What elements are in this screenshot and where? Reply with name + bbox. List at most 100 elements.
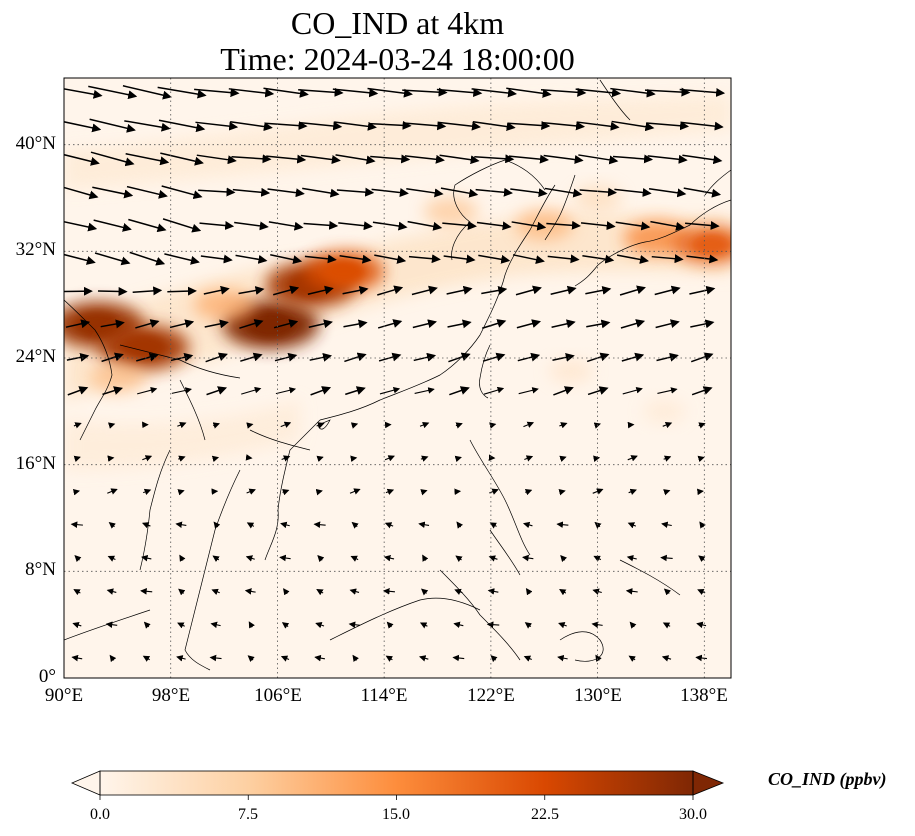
wind-arrow xyxy=(454,588,463,596)
wind-arrow xyxy=(455,422,463,429)
wind-arrow xyxy=(281,622,290,629)
wind-arrow xyxy=(177,422,187,429)
co-plume-core xyxy=(246,311,295,338)
wind-arrow xyxy=(662,622,671,629)
wind-arrow xyxy=(309,352,333,362)
wind-arrow xyxy=(420,489,428,496)
wind-arrow xyxy=(486,621,500,628)
wind-arrow xyxy=(559,422,568,429)
wind-arrow xyxy=(544,187,583,198)
wind-arrow xyxy=(122,85,172,100)
wind-arrow xyxy=(196,154,237,165)
wind-arrow xyxy=(302,187,340,198)
wind-arrow xyxy=(177,489,185,496)
wind-arrow xyxy=(141,522,151,529)
wind-arrow xyxy=(551,319,576,329)
wind-arrow xyxy=(628,488,637,495)
wind-arrow xyxy=(384,455,395,462)
wind-arrow xyxy=(345,386,366,396)
colorbar-gradient xyxy=(100,771,693,795)
wind-arrow xyxy=(550,285,577,296)
wind-arrow xyxy=(241,386,262,395)
wind-arrow xyxy=(175,521,187,529)
wind-arrow xyxy=(418,521,430,529)
wind-arrow xyxy=(315,488,323,496)
wind-arrow xyxy=(350,422,359,429)
wind-arrow xyxy=(140,588,153,595)
wind-arrow xyxy=(234,221,269,231)
wind-arrow xyxy=(268,221,304,231)
wind-arrow xyxy=(273,319,299,329)
wind-arrow xyxy=(683,187,722,198)
wind-arrow xyxy=(136,352,159,362)
wind-arrow xyxy=(648,188,687,198)
wind-arrow xyxy=(283,588,290,596)
wind-arrow xyxy=(316,455,324,462)
wind-arrow xyxy=(303,220,339,230)
wind-arrow xyxy=(622,386,643,395)
wind-arrow xyxy=(516,319,542,329)
wind-arrow xyxy=(661,655,672,662)
lon-label-98e: 98°E xyxy=(151,685,191,706)
wind-arrow xyxy=(280,421,292,428)
wind-arrow xyxy=(351,521,359,529)
wind-arrow xyxy=(315,621,325,629)
wind-arrow xyxy=(385,655,393,662)
wind-arrow xyxy=(610,87,656,98)
wind-arrow xyxy=(657,387,678,394)
wind-arrow xyxy=(483,386,505,395)
wind-arrow xyxy=(627,455,638,462)
wind-arrow xyxy=(559,455,567,462)
wind-arrow xyxy=(314,654,326,662)
wind-arrow xyxy=(481,319,507,329)
co-plume-core xyxy=(74,312,121,338)
wind-arrow xyxy=(332,88,379,98)
wind-arrow xyxy=(619,285,646,296)
colorbar-min-extend xyxy=(70,770,101,796)
wind-arrow xyxy=(158,119,206,133)
wind-arrow xyxy=(108,422,116,429)
wind-arrow xyxy=(382,588,395,595)
wind-arrow xyxy=(422,554,429,562)
wind-arrow xyxy=(478,254,511,264)
wind-arrow xyxy=(280,655,290,662)
wind-arrow xyxy=(101,352,124,363)
wind-arrow xyxy=(543,154,584,164)
wind-arrow xyxy=(412,319,437,329)
wind-arrow xyxy=(162,218,202,233)
wind-arrow xyxy=(560,554,568,563)
wind-arrow xyxy=(452,654,465,662)
wind-arrow xyxy=(592,488,604,495)
wind-arrow xyxy=(90,151,135,167)
wind-arrow xyxy=(92,186,134,199)
wind-arrow xyxy=(107,488,118,495)
wind-arrow xyxy=(385,488,395,496)
wind-arrow xyxy=(164,253,200,265)
map-frame xyxy=(63,77,732,679)
wind-arrow xyxy=(522,521,533,529)
wind-arrow xyxy=(125,152,170,166)
wind-arrow xyxy=(511,221,547,231)
wind-arrow xyxy=(161,185,203,200)
wind-arrow xyxy=(171,387,193,394)
wind-arrow xyxy=(552,352,575,362)
wind-arrow xyxy=(474,154,515,164)
wind-arrow xyxy=(143,621,151,629)
wind-arrow xyxy=(73,422,82,429)
wind-arrow xyxy=(246,422,254,429)
co-plume-core xyxy=(691,234,731,256)
wind-arrow xyxy=(449,386,470,396)
wind-arrow xyxy=(102,386,123,396)
wind-arrow xyxy=(595,654,602,662)
map-title: CO_IND at 4km xyxy=(290,5,505,41)
wind-arrow xyxy=(97,286,128,296)
wind-arrow xyxy=(386,621,394,629)
wind-arrow xyxy=(247,655,255,663)
wind-arrow xyxy=(663,455,672,462)
wind-arrow xyxy=(179,554,186,562)
wind-arrow xyxy=(439,154,480,165)
colorbar-tick-15: 15.0 xyxy=(382,806,410,823)
lat-label-32n: 32°N xyxy=(15,239,56,260)
wind-arrow xyxy=(212,422,220,429)
wind-arrow xyxy=(142,455,153,462)
